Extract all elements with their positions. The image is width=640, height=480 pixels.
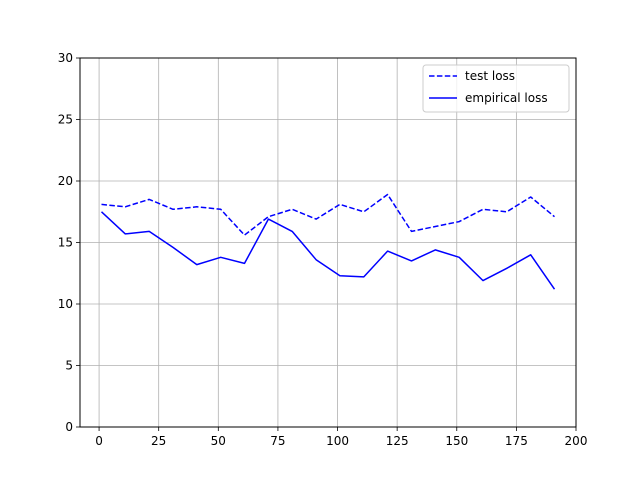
y-tick-label: 0 xyxy=(65,420,73,434)
y-tick-label: 20 xyxy=(58,174,73,188)
series-line-test-loss xyxy=(101,193,555,236)
legend-box xyxy=(422,64,570,113)
x-tick-label: 50 xyxy=(211,434,226,448)
legend-label: test loss xyxy=(465,69,515,83)
x-tick-label: 0 xyxy=(95,434,103,448)
y-axis: 0 5 10 15 20 25 30 xyxy=(58,51,80,434)
grid-lines xyxy=(80,57,577,428)
x-tick-label: 125 xyxy=(386,434,409,448)
x-tick-label: 200 xyxy=(565,434,588,448)
x-axis: 0 25 50 75 100 125 150 175 200 xyxy=(95,427,587,448)
y-tick-label: 30 xyxy=(58,51,73,65)
y-tick-label: 10 xyxy=(58,297,73,311)
y-tick-label: 15 xyxy=(58,236,73,250)
legend: test loss empirical loss xyxy=(422,64,570,113)
y-tick-label: 5 xyxy=(65,359,73,373)
x-tick-label: 150 xyxy=(445,434,468,448)
x-tick-label: 25 xyxy=(151,434,166,448)
x-tick-label: 75 xyxy=(270,434,285,448)
series-layer xyxy=(100,193,556,290)
series-line-empirical-loss xyxy=(100,211,556,290)
y-tick-label: 25 xyxy=(58,113,73,127)
legend-label: empirical loss xyxy=(465,91,548,105)
x-tick-label: 100 xyxy=(326,434,349,448)
x-tick-label: 175 xyxy=(505,434,528,448)
